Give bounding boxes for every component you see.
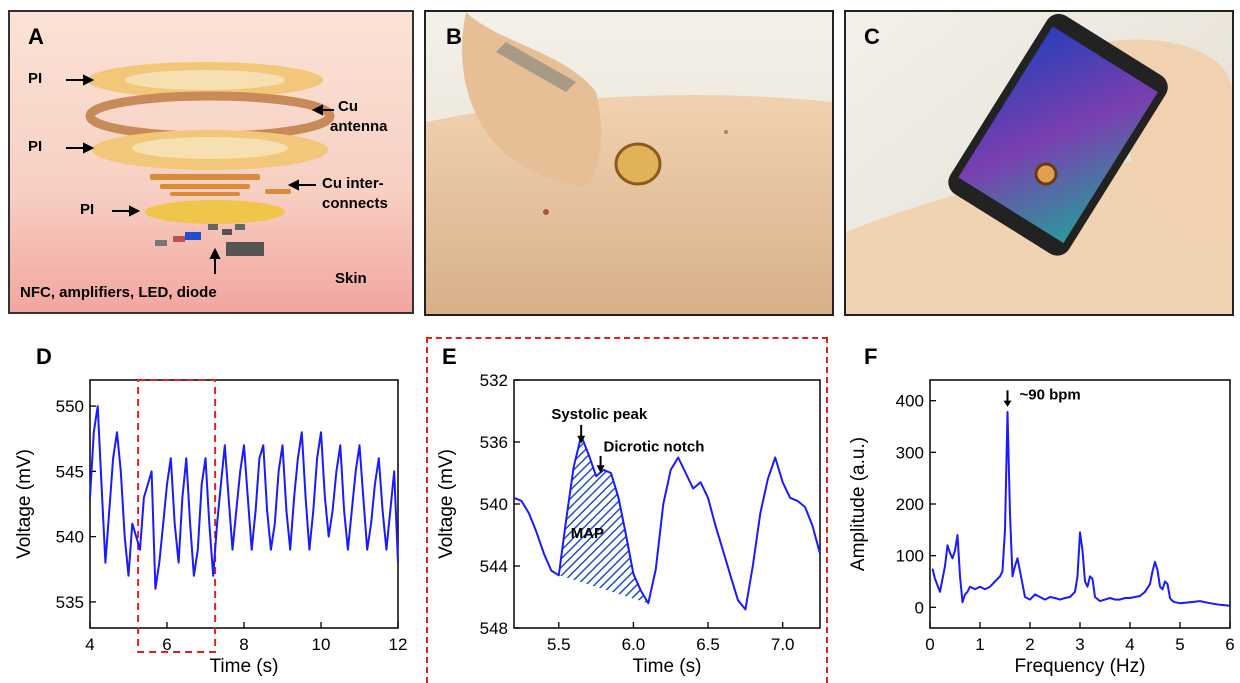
x-tick-label: 5 (1175, 635, 1184, 654)
y-axis-label: Voltage (mV) (14, 449, 35, 559)
chip-components (155, 224, 264, 256)
y-axis-label: Amplitude (a.u.) (848, 437, 869, 571)
y-tick-label: 200 (896, 495, 924, 514)
arrow-dicrotic-head (596, 465, 605, 473)
x-tick-label: 6 (1225, 635, 1234, 654)
y-tick-label: 100 (896, 547, 924, 566)
panel-letter-b: B (446, 24, 462, 49)
chart-e: 5.5 6.0 6.5 7.0 532 536 540 544 548 Time (s) Volta… (436, 371, 821, 677)
series-line (931, 411, 1231, 607)
label-cu-antenna-1: Cu (338, 98, 358, 115)
y-tick-label: 544 (480, 557, 508, 576)
x-tick-label: 4 (1125, 635, 1134, 654)
panel-letter-e: E (442, 344, 457, 369)
annotation-systolic-peak: Systolic peak (551, 406, 648, 423)
phone-nfc-reading-illustration (846, 12, 1232, 314)
y-tick-label: 536 (480, 433, 508, 452)
smartphone (948, 13, 1168, 256)
y-tick-label: 540 (480, 495, 508, 514)
arrow-systolic-head (577, 435, 586, 444)
plot-frame (929, 379, 1231, 629)
label-skin: Skin (335, 270, 367, 287)
y-tick-label: 300 (896, 443, 924, 462)
y-axis-label: Voltage (mV) (436, 449, 457, 559)
y-tick-label: 550 (56, 397, 84, 416)
x-axis-label: Frequency (Hz) (1015, 656, 1146, 677)
label-cu-antenna-2: antenna (330, 118, 388, 135)
y-tick-label: 400 (896, 392, 924, 411)
annotation-90bpm: ~90 bpm (1020, 387, 1081, 404)
x-tick-label: 3 (1075, 635, 1084, 654)
device-on-skin (614, 142, 662, 186)
panel-letter-c: C (864, 24, 880, 49)
panel-letter-a: A (28, 24, 44, 49)
x-tick-label: 7.0 (771, 635, 795, 654)
panel-b-photo (424, 10, 834, 316)
x-tick-label: 6 (162, 635, 171, 654)
y-tick-label: 540 (56, 528, 84, 547)
chart-d: 4 6 8 10 12 535 540 545 550 Time (s) Voltage (mV) (14, 379, 408, 677)
y-tick-label: 0 (915, 598, 924, 617)
label-arrows (66, 74, 334, 274)
x-tick-label: 6.5 (696, 635, 720, 654)
x-tick-label: 12 (389, 635, 408, 654)
annotation-dicrotic-notch: Dicrotic notch (604, 438, 705, 455)
highlight-region (137, 379, 217, 653)
label-pi-2: PI (28, 138, 43, 155)
label-components: NFC, amplifiers, LED, diode (20, 284, 217, 301)
highlight-dashed-frame-e (426, 337, 828, 683)
x-tick-label: 10 (312, 635, 331, 654)
x-axis-label: Time (s) (210, 656, 279, 677)
x-tick-label: 1 (975, 635, 984, 654)
panel-letter-d: D (36, 344, 52, 369)
x-tick-label: 5.5 (547, 635, 571, 654)
panel-a-schematic (8, 10, 414, 314)
x-tick-label: 4 (85, 635, 94, 654)
x-axis-label: Time (s) (633, 656, 702, 677)
y-tick-label: 545 (56, 462, 84, 481)
chart-f: 0 1 2 3 4 5 6 0 100 200 300 400 Frequency (Hz) Amplit… (848, 379, 1235, 677)
label-cu-inter-2: connects (322, 195, 388, 212)
x-tick-label: 2 (1025, 635, 1034, 654)
x-tick-label: 6.0 (622, 635, 646, 654)
y-tick-label: 532 (480, 371, 508, 390)
label-cu-inter-1: Cu inter- (322, 175, 384, 192)
cu-interconnects (150, 174, 291, 196)
annotation-map: MAP (571, 525, 604, 542)
y-tick-label: 535 (56, 593, 84, 612)
map-hatched-area (558, 435, 649, 604)
arrow-peak-head (1003, 400, 1012, 407)
label-pi-1: PI (28, 70, 43, 87)
panel-c-photo (844, 10, 1234, 316)
panel-letter-f: F (864, 344, 878, 369)
label-pi-3: PI (80, 201, 95, 218)
x-tick-label: 8 (239, 635, 248, 654)
device-on-skin-c (1034, 162, 1058, 186)
device-layer-diagram (10, 12, 412, 312)
pi-layer-3 (145, 200, 285, 224)
x-tick-label: 0 (925, 635, 934, 654)
series-line (89, 405, 399, 590)
y-tick-label: 548 (480, 619, 508, 638)
forearm-attachment-illustration (426, 12, 832, 314)
series-line (513, 434, 821, 611)
